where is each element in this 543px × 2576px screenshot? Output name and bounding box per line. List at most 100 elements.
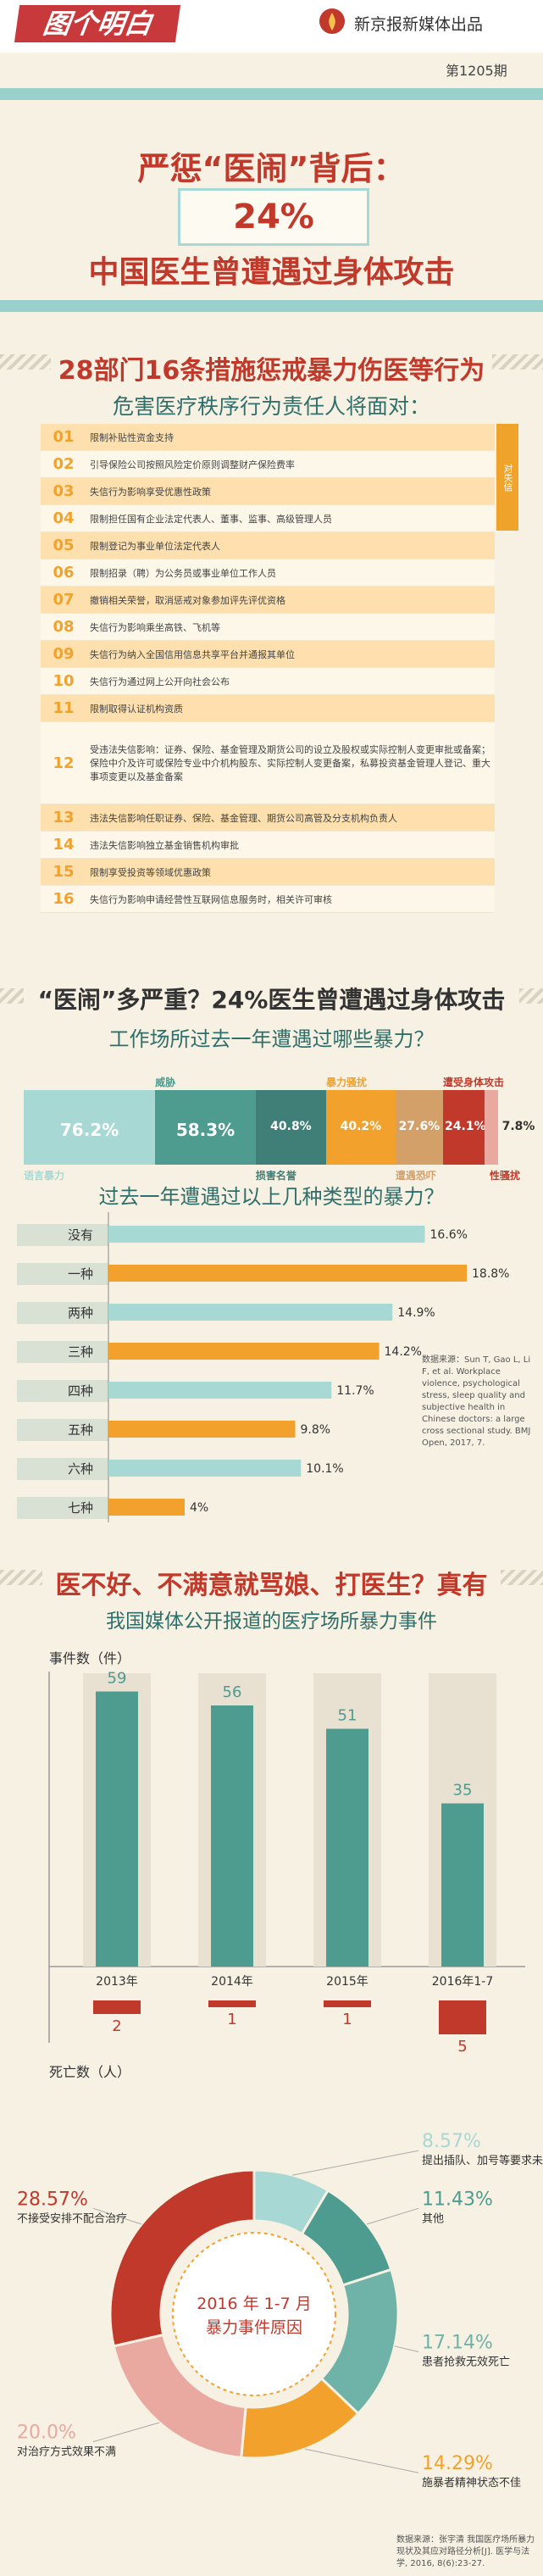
measure-row: 01 限制补贴性资金支持 [41,424,495,451]
violence-source: 数据来源：Sun T, Gao L, Li F, et al. Workplac… [422,1355,531,1448]
leader-line [304,2448,419,2473]
measure-row: 11 限制取得认证机构资质 [41,695,495,722]
measures-side-tag: 对失信 [496,424,518,531]
violence-count-chart: 没有 16.6% 一种 18.8% 两种 14.9% 三种 14.2% 四种 11.7% 五种 9.8… [17,1212,509,1522]
slice-category-label: 其他 [422,2212,444,2225]
measure-row: 02 引导保险公司按照风险定价原则调整财产保险费率 [41,451,495,478]
stack-segment [255,1090,326,1165]
leader-line [394,2345,419,2352]
slice-category-label: 不接受安排不配合治疗 [17,2212,127,2225]
slice-value-label: 11.43% [422,2189,493,2210]
death-value-label: 1 [227,2011,236,2028]
count-bar [108,1304,393,1321]
heading-hatch-right [501,1570,543,1585]
slice-value-label: 8.57% [422,2131,481,2152]
heading-hatch-left [0,354,51,370]
title-band-bottom [0,300,543,312]
measure-number: 06 [53,564,75,581]
bar-value-label: 9.8% [301,1423,331,1437]
donut-center [172,2232,336,2396]
stack-value-label: 27.6% [398,1120,440,1133]
stack-value-label: 40.2% [340,1120,382,1133]
heading-hatch-left [0,988,24,1004]
category-label: 四种 [68,1383,93,1399]
measure-number: 14 [53,836,75,854]
count-chart-title: 过去一年遭遇过以上几种类型的暴力？ [98,1185,445,1209]
category-tab [17,1458,108,1480]
stack-segment [443,1090,485,1165]
bar-value-label: 10.1% [306,1462,343,1476]
measure-row: 15 限制享受投资等领域优惠政策 [41,859,495,886]
violence-type-chart: 76.2% 语言暴力 58.3% 威胁 40.8% 损害名誉 40.2% 暴力骚扰 27.6% 遭… [24,1060,535,1187]
slice-category-label: 患者抢救无效死亡 [422,2355,510,2368]
stack-segment [325,1090,396,1165]
year-label: 2014年 [211,1975,253,1989]
count-bar [108,1460,302,1477]
event-value-label: 35 [453,1782,473,1800]
stack-segment [485,1090,498,1165]
stack-value-label: 58.3% [175,1120,235,1140]
event-column [441,1803,484,1967]
measure-row: 05 限制登记为事业单位法定代表人 [41,532,495,559]
measure-number: 10 [53,672,75,690]
heading-hatch-right [519,988,543,1004]
measure-text: 违法失信影响独立基金销售机构审批 [90,839,239,851]
events-subheading: 我国媒体公开报道的医疗场所暴力事件 [106,1611,437,1633]
measure-row: 12 受违法失信影响：证券、保险、基金管理及期货公司的设立及股权或实际控制人变更审… [41,722,495,804]
measure-text: 失信行为影响申请经营性互联网信息服务时，相关许可审核 [90,893,332,905]
category-tab [17,1224,108,1246]
count-bar [108,1226,425,1243]
slice-category-label: 对治疗方式效果不满 [17,2445,116,2459]
measure-text: 引导保险公司按照风险定价原则调整财产保险费率 [90,459,295,470]
brand-logo-icon [319,8,345,34]
bar-value-label: 4% [190,1501,208,1515]
category-tab [17,1302,108,1324]
event-column [326,1728,368,1967]
stack-segment [24,1090,156,1165]
bar-value-label: 14.2% [385,1345,422,1359]
column-logo: 图个明白 [14,5,181,42]
leader-line [366,2207,419,2225]
death-bar [324,2000,371,2007]
death-axis-label: 死亡数（人） [49,2064,130,2080]
event-column [211,1705,253,1967]
leader-line [292,2150,419,2176]
heading-hatch-right [492,354,543,370]
count-bar [108,1265,467,1282]
measure-number: 07 [53,591,75,609]
death-bar [93,2000,141,2014]
measure-text: 撤销相关荣誉，取消惩戒对象参加评先评优资格 [90,594,285,606]
stack-category-label: 语言暴力 [24,1170,65,1182]
measure-row: 16 失信行为影响申请经营性互联网信息服务时，相关许可审核 [41,886,495,913]
title-percent: 24% [178,188,369,246]
measure-text: 失信行为纳入全国信用信息共享平台并通报其单位 [90,648,295,660]
stack-category-label: 遭遇恐吓 [395,1170,436,1182]
slice-category-label: 提出插队、加号等要求未满足 [422,2154,543,2167]
year-label: 2013年 [96,1975,138,1989]
measure-number: 01 [53,428,75,446]
measure-number: 08 [53,618,75,636]
measure-text: 限制享受投资等领域优惠政策 [90,866,211,878]
measures-subheading: 危害医疗秩序行为责任人将面对： [112,394,430,419]
stack-category-label: 威胁 [155,1077,176,1088]
event-column [96,1691,138,1967]
leader-line [92,2422,160,2443]
death-bar [208,2000,256,2007]
leader-line [92,2207,142,2225]
category-label: 一种 [68,1266,93,1282]
title-line-2: 中国医生曾遭遇过身体攻击 [88,255,455,290]
measures-heading: 28部门16条措施惩戒暴力伤医等行为 [58,356,485,386]
bar-value-label: 18.8% [472,1267,509,1281]
death-value-label: 5 [457,2038,467,2056]
measures-list: 01 限制补贴性资金支持 02 引导保险公司按照风险定价原则调整财产保险费率 03 失信行… [41,424,495,913]
title-line-1: 严惩“医闹”背后： [137,150,406,187]
category-tab [17,1380,108,1402]
measure-number: 05 [53,537,75,554]
stack-value-label: 7.8% [501,1120,535,1133]
measure-number: 09 [53,645,75,663]
measure-row: 13 违法失信影响任职证券、保险、基金管理、期货公司高管及分支机构负责人 [41,804,495,832]
measure-number: 03 [53,482,75,500]
event-value-label: 59 [108,1670,127,1688]
stack-category-label: 暴力骚扰 [325,1077,367,1088]
